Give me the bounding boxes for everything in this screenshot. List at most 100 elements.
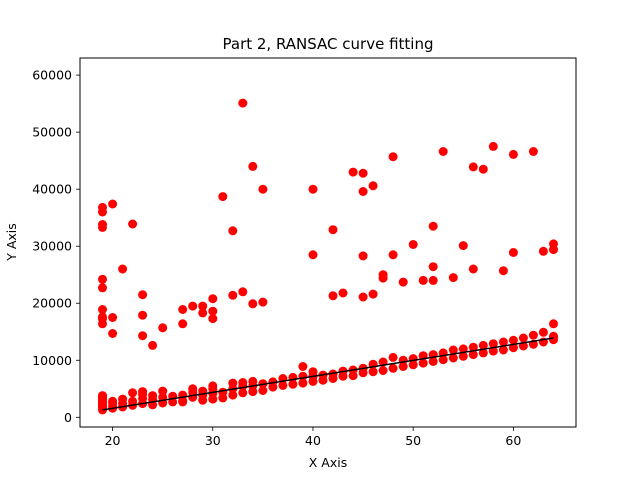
x-axis: 20 30 40 50 60 [105,427,521,448]
data-point [268,377,278,387]
data-point [549,245,558,255]
data-point [108,199,118,209]
data-point [198,308,208,318]
data-point [348,167,358,177]
data-point [308,250,318,260]
x-tick-label: 40 [305,433,321,448]
y-tick-label: 40000 [32,182,72,197]
data-point [498,266,508,276]
data-point [408,360,418,370]
data-point [258,297,268,307]
data-point [388,352,398,362]
data-point [398,362,408,371]
data-point [238,98,248,108]
data-point [388,152,398,162]
data-point [128,219,138,229]
data-point [228,290,238,300]
y-axis-label: Y Axis [4,223,19,262]
data-point [178,305,188,314]
plot-area [98,98,558,415]
data-point [108,329,118,338]
data-point [188,384,198,394]
data-point [148,391,158,401]
data-point [358,187,368,196]
data-point [138,387,148,397]
data-point [508,335,518,345]
data-point [398,277,408,287]
data-point [368,289,378,299]
data-point [368,181,378,191]
data-point [478,348,488,358]
data-point [358,251,368,261]
data-point [458,344,468,354]
data-point [418,275,428,285]
chart-title: Part 2, RANSAC curve fitting [223,35,434,53]
data-point [488,141,498,151]
data-point [98,222,107,232]
data-point [238,388,248,398]
data-point [98,319,107,329]
y-tick-label: 0 [64,410,72,425]
data-point [198,301,208,311]
data-point [378,270,388,280]
data-point [528,330,538,340]
data-point [498,337,508,347]
data-point [108,396,118,406]
data-point [258,386,268,395]
data-point [208,294,218,304]
x-tick-label: 20 [105,433,121,448]
data-point [358,292,368,302]
data-point [488,339,498,349]
data-point [288,379,298,389]
data-point [278,380,288,390]
data-point [428,262,438,272]
data-point [448,273,458,283]
data-point [158,323,168,333]
data-point [188,301,198,311]
data-point [228,390,238,400]
data-point [98,207,107,217]
plot-frame [79,57,577,428]
x-tick-label: 60 [505,433,521,448]
data-point [128,388,138,398]
data-point [208,314,218,324]
data-point [98,391,107,401]
data-point [438,355,448,365]
data-point [508,149,518,159]
data-point [508,248,518,257]
data-point [448,353,458,363]
data-point [428,356,438,366]
data-point [458,241,468,251]
data-point [148,340,158,350]
data-point [428,221,438,231]
data-point [378,366,388,375]
data-point [388,363,398,373]
data-point [98,274,107,284]
data-point [408,240,418,249]
data-point [308,184,318,194]
data-point [98,305,107,314]
data-point [468,162,478,172]
data-point [398,355,408,365]
y-axis: 0 10000 20000 30000 40000 50000 60000 [32,68,80,425]
data-point [478,164,488,174]
data-point [368,367,378,377]
data-point [298,378,308,388]
data-point [208,306,218,316]
data-point [549,332,558,342]
data-point [218,192,228,202]
x-tick-label: 30 [205,433,221,448]
data-point [528,147,538,156]
data-point [458,351,468,361]
data-point [118,394,128,404]
data-point [328,291,338,301]
data-point [448,345,458,355]
data-point [428,275,438,285]
data-point [328,369,338,379]
data-point [128,396,138,406]
x-axis-label: X Axis [309,455,347,470]
data-point [358,168,368,178]
data-point [158,386,168,396]
data-point [498,345,508,355]
y-tick-label: 50000 [32,125,72,140]
